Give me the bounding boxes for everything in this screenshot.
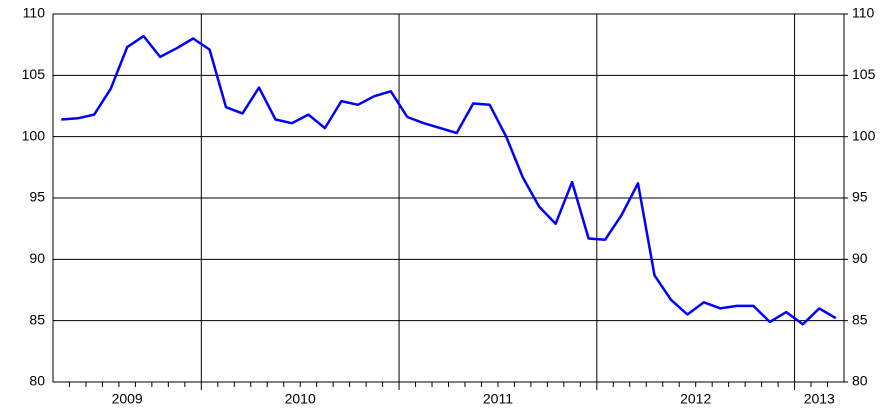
y2-tick-label: 100 <box>852 127 876 143</box>
y-tick-label: 95 <box>29 189 45 205</box>
y-tick-label: 80 <box>29 373 45 389</box>
data-line <box>61 34 837 326</box>
x-tick-label: 2011 <box>483 391 513 407</box>
y2-tick-label: 110 <box>852 5 875 21</box>
x-tick-label: 2010 <box>285 391 316 407</box>
y-tick-label: 105 <box>22 66 46 82</box>
y-tick-label: 110 <box>23 5 46 21</box>
x-tick-label: 2012 <box>680 391 711 407</box>
x-tick-label: 2009 <box>112 391 143 407</box>
y2-tick-label: 80 <box>852 373 868 389</box>
y2-tick-label: 90 <box>852 250 868 266</box>
y-tick-label: 85 <box>29 311 45 327</box>
y-tick-label: 100 <box>22 127 46 143</box>
y2-tick-label: 105 <box>852 66 876 82</box>
x-tick-label: 2013 <box>804 391 835 407</box>
y-tick-label: 90 <box>29 250 45 266</box>
y2-tick-label: 85 <box>852 311 868 327</box>
y2-tick-label: 95 <box>852 189 868 205</box>
